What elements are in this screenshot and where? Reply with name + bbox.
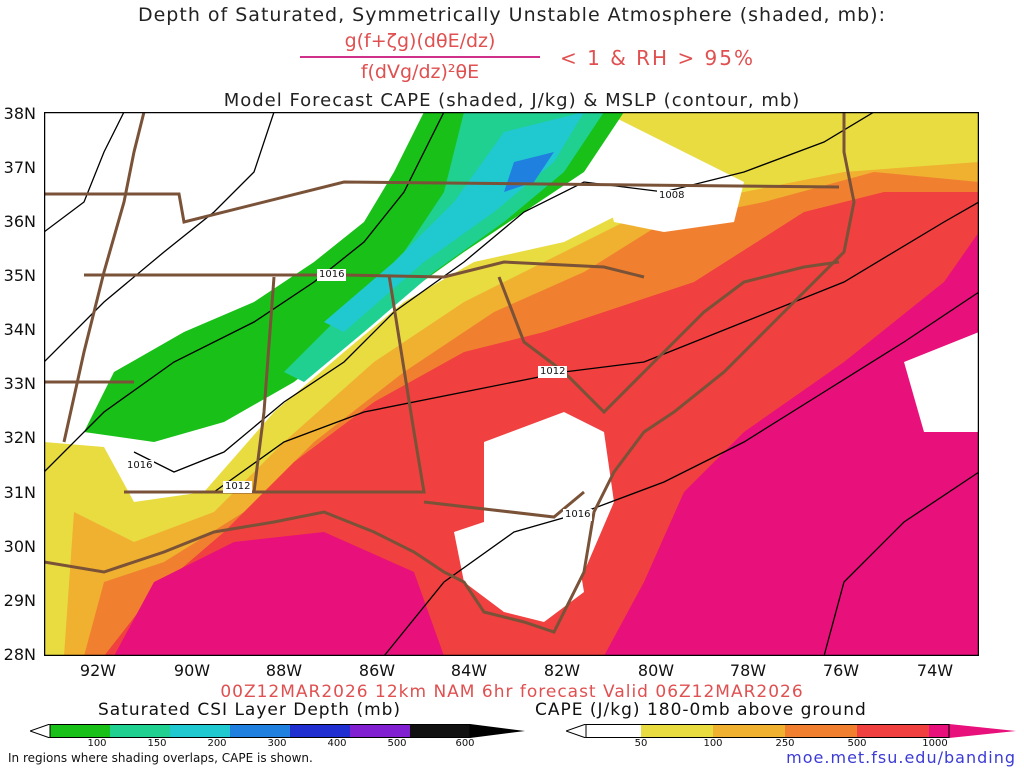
- contour-line: [44, 112, 125, 233]
- lon-label: 80W: [637, 661, 675, 680]
- csi-cb-tick: 400: [327, 738, 347, 749]
- cape-cb-tick: 500: [847, 738, 867, 749]
- csi-cb-tick: 100: [87, 738, 107, 749]
- csi-cb-segment: [410, 724, 470, 738]
- cape-cb-segment: [929, 724, 949, 738]
- formula: g(f+ζg)(dθE/dz) f(dVg/dz)²θE: [300, 30, 540, 83]
- border-line: [124, 276, 276, 494]
- lon-label: 76W: [822, 661, 860, 680]
- csi-cb-arrow-left: [30, 724, 51, 738]
- no-cape-atlantic: [904, 332, 979, 432]
- lat-label: 35N: [3, 266, 36, 285]
- csi-cb-arrow-right: [470, 724, 525, 738]
- csi-cb-segment: [170, 724, 230, 738]
- cape-1000-gulf-region: [114, 532, 444, 656]
- cape-colorbar-title: CAPE (J/kg) 180-0mb above ground: [535, 700, 867, 720]
- lon-label: 92W: [79, 661, 117, 680]
- csi-colorbar-title: Saturated CSI Layer Depth (mb): [98, 700, 402, 720]
- contour-label-1008: 1008: [657, 190, 687, 202]
- contour-label-1016: 1016: [125, 460, 155, 472]
- border-line: [423, 490, 585, 519]
- lon-label: 88W: [265, 661, 303, 680]
- cape-cb-segment: [857, 724, 929, 738]
- cape-shading: [44, 112, 979, 656]
- border-line: [44, 180, 840, 224]
- formula-denominator: f(dVg/dz)²θE: [360, 61, 480, 83]
- lon-label: 90W: [173, 661, 211, 680]
- lat-label: 38N: [3, 104, 36, 123]
- cape-cb-frame: [585, 724, 950, 738]
- lat-label: 31N: [3, 483, 36, 502]
- csi-cb-tick: 200: [207, 738, 227, 749]
- lat-label: 28N: [3, 645, 36, 664]
- csi-cb-tick: 300: [267, 738, 287, 749]
- csi-cb-segment: [110, 724, 170, 738]
- valid-time: 00Z12MAR2026 12km NAM 6hr forecast Valid…: [220, 682, 804, 702]
- cape-cb-tick: 50: [634, 738, 648, 749]
- lon-label: 82W: [543, 661, 581, 680]
- contour-line: [823, 471, 979, 656]
- mslp-contours: [44, 112, 979, 656]
- lat-label: 36N: [3, 212, 36, 231]
- no-cape-florida: [454, 512, 584, 622]
- contour-line: [213, 201, 979, 493]
- cape-cb-tick: 250: [775, 738, 795, 749]
- lat-label: 37N: [3, 158, 36, 177]
- cape-cb-arrow-right: [949, 724, 1016, 738]
- title-line-1: Depth of Saturated, Symmetrically Unstab…: [137, 4, 886, 26]
- contour-label-1016: 1016: [563, 509, 593, 521]
- csi-colorbar: [30, 724, 525, 738]
- cape-1000-region: [604, 232, 979, 656]
- cape-cb-tick: 1000: [922, 738, 948, 749]
- cape-cb-segment: [785, 724, 857, 738]
- lat-label: 30N: [3, 537, 36, 556]
- csi-cb-tick: 150: [147, 738, 167, 749]
- formula-bar: [300, 56, 540, 58]
- cape-cb-tick: 100: [703, 738, 723, 749]
- lat-label: 29N: [3, 591, 36, 610]
- contour-label-1012: 1012: [538, 366, 568, 378]
- cape-cb-segment: [713, 724, 785, 738]
- border-line: [62, 112, 146, 443]
- contour-line: [44, 112, 445, 473]
- formula-condition: < 1 & RH > 95%: [560, 46, 756, 70]
- cape-cb-arrow-left: [566, 724, 587, 738]
- contour-label-1016: 1016: [317, 269, 347, 281]
- csi-cb-tick: 600: [455, 738, 475, 749]
- lon-label: 78W: [729, 661, 767, 680]
- cape-cb-segment: [641, 724, 713, 738]
- cape-colorbar: [566, 724, 1016, 738]
- csi-cb-segment: [230, 724, 290, 738]
- csi-cb-segment: [290, 724, 350, 738]
- csi-cb-frame: [49, 724, 471, 738]
- source-url[interactable]: moe.met.fsu.edu/banding: [786, 748, 1016, 767]
- lat-label: 34N: [3, 320, 36, 339]
- state-borders: [44, 112, 856, 634]
- lat-label: 33N: [3, 374, 36, 393]
- map-panel: [44, 112, 979, 656]
- no-cape-virginia: [604, 172, 744, 232]
- formula-numerator: g(f+ζg)(dθE/dz): [344, 30, 496, 52]
- lat-label: 32N: [3, 428, 36, 447]
- csi-blue-region: [504, 152, 554, 192]
- csi-cb-segment: [350, 724, 410, 738]
- contour-line: [133, 112, 875, 473]
- coastline: [44, 112, 856, 634]
- title-line-2: Model Forecast CAPE (shaded, J/kg) & MSL…: [223, 90, 801, 111]
- lon-label: 86W: [358, 661, 396, 680]
- border-line: [497, 260, 840, 415]
- map-frame: [44, 112, 979, 656]
- lon-label: 74W: [916, 661, 954, 680]
- cape-cb-segment: [586, 724, 641, 738]
- lon-label: 84W: [450, 661, 488, 680]
- csi-cb-tick: 500: [387, 738, 407, 749]
- overlap-note: In regions where shading overlaps, CAPE …: [8, 751, 313, 765]
- border-line: [254, 274, 426, 494]
- contour-line: [383, 291, 979, 656]
- csi-cb-segment: [50, 724, 110, 738]
- contour-label-1012: 1012: [223, 481, 253, 493]
- border-line: [84, 260, 645, 279]
